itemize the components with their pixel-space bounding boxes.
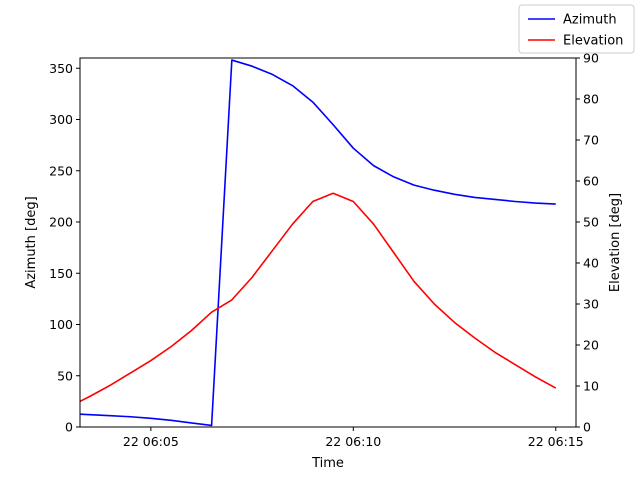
x-tick-label: 22 06:15 xyxy=(528,434,584,449)
y-tick-label-left: 50 xyxy=(57,368,73,383)
y-tick-label-left: 200 xyxy=(49,215,73,230)
legend-box xyxy=(518,4,635,54)
x-tick-label: 22 06:10 xyxy=(325,434,381,449)
y-tick-label-right: 0 xyxy=(583,420,591,435)
y-tick-label-right: 70 xyxy=(583,133,599,148)
y-tick-label-right: 80 xyxy=(583,92,599,107)
y-tick-label-right: 60 xyxy=(583,174,599,189)
y-axis-label-right: Elevation [deg] xyxy=(608,193,623,292)
ticks-layer: 22 06:05 22 06:10 22 06:150501001502002503… xyxy=(49,51,599,450)
y-tick-label-left: 350 xyxy=(49,61,73,76)
y-tick-label-left: 250 xyxy=(49,163,73,178)
y-tick-label-right: 50 xyxy=(583,215,599,230)
legend: Azimuth Elevation xyxy=(518,4,635,54)
y-tick-label-right: 20 xyxy=(583,338,599,353)
y-tick-label-right: 30 xyxy=(583,297,599,312)
x-axis-label: Time xyxy=(311,456,344,471)
legend-label-azimuth: Azimuth xyxy=(563,13,617,28)
y-tick-label-right: 10 xyxy=(583,379,599,394)
y-axis-label-left: Azimuth [deg] xyxy=(24,196,39,288)
series-line-elevation xyxy=(80,192,557,403)
x-tick-label: 22 06:05 xyxy=(123,434,179,449)
y-tick-label-right: 90 xyxy=(583,51,599,66)
series-line-azimuth xyxy=(80,59,556,427)
plot-frame xyxy=(79,57,577,428)
y-tick-label-left: 150 xyxy=(49,266,73,281)
y-tick-label-left: 0 xyxy=(65,420,73,435)
legend-label-elevation: Elevation xyxy=(563,34,623,49)
series-layer xyxy=(80,59,557,427)
y-tick-label-right: 40 xyxy=(583,256,599,271)
y-tick-label-left: 300 xyxy=(49,112,73,127)
y-tick-label-left: 100 xyxy=(49,317,73,332)
